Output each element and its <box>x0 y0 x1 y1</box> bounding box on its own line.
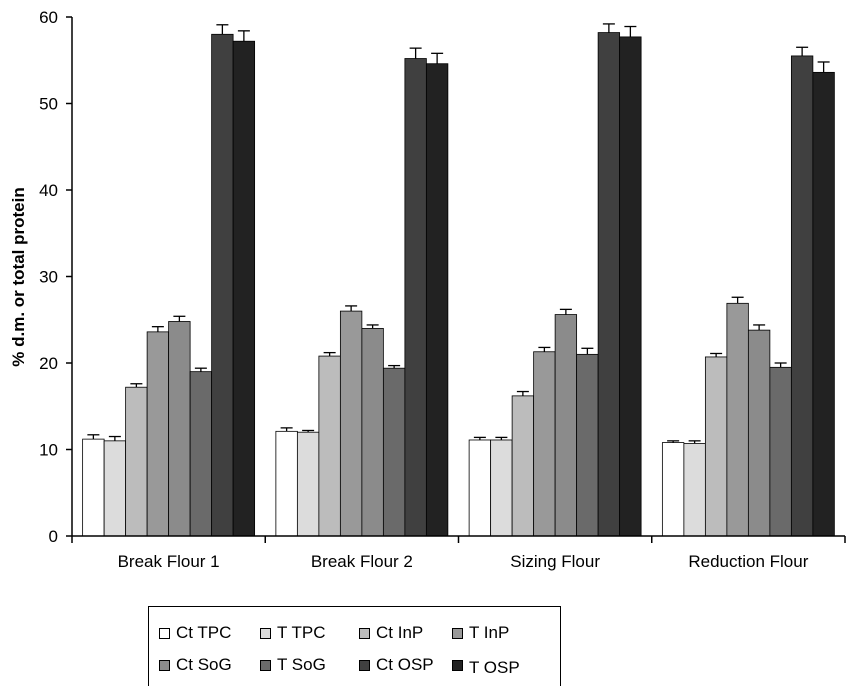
legend-swatch <box>260 627 271 639</box>
legend-item: Ct TPC <box>159 623 231 643</box>
legend-label: Ct TPC <box>176 623 232 642</box>
legend-item: T TPC <box>260 623 326 643</box>
bar <box>361 327 384 537</box>
x-tick-label: Sizing Flour <box>510 552 600 571</box>
bar <box>812 71 835 537</box>
legend-item: Ct OSP <box>359 655 434 675</box>
bar <box>511 395 535 537</box>
legend: Ct TPC T TPC Ct InP T InP Ct SoG T SoG Ct OSP T… <box>148 606 561 686</box>
bar <box>597 32 621 537</box>
bar <box>404 58 427 537</box>
bar <box>103 440 127 537</box>
bar <box>82 438 105 537</box>
legend-item: T InP <box>452 623 509 643</box>
legend-item: T OSP <box>452 655 520 677</box>
bar <box>747 329 771 537</box>
legend-label: Ct InP <box>376 623 424 642</box>
bar <box>382 367 406 537</box>
bar <box>425 63 449 537</box>
y-tick-label: 20 <box>39 354 58 373</box>
bar <box>339 310 363 537</box>
bar <box>189 371 213 537</box>
bar <box>490 439 513 537</box>
x-tick-label: Break Flour 1 <box>118 552 220 571</box>
x-tick-label: Reduction Flour <box>688 552 808 571</box>
legend-swatch <box>359 659 370 671</box>
legend-swatch <box>452 659 463 671</box>
legend-item: Ct SoG <box>159 655 232 675</box>
bar <box>275 430 298 537</box>
legend-label: Ct OSP <box>376 655 434 674</box>
legend-label: T OSP <box>469 658 520 677</box>
bar <box>726 302 749 537</box>
error-bars-group <box>87 23 830 444</box>
legend-label: T SoG <box>277 655 326 674</box>
bar <box>146 331 170 537</box>
legend-swatch <box>260 659 271 671</box>
bar <box>296 431 320 537</box>
bar <box>168 321 191 537</box>
y-ticks-group: 0 10 20 30 40 50 60 <box>39 8 72 546</box>
y-tick-label: 60 <box>39 8 58 27</box>
bar <box>683 443 706 537</box>
bar <box>125 386 148 537</box>
x-tick-label: Break Flour 2 <box>311 552 413 571</box>
bar <box>790 55 814 537</box>
legend-item: T SoG <box>260 655 326 675</box>
bar <box>661 442 685 537</box>
legend-label: T TPC <box>277 623 326 642</box>
bar <box>533 351 556 537</box>
y-tick-label: 50 <box>39 95 58 114</box>
legend-swatch <box>452 627 463 639</box>
y-tick-label: 10 <box>39 441 58 460</box>
bar <box>704 356 728 537</box>
y-tick-label: 40 <box>39 181 58 200</box>
x-ticks-group: Break Flour 1 Break Flour 2 Sizing Flour Re… <box>71 536 846 571</box>
legend-label: Ct SoG <box>176 655 232 674</box>
legend-swatch <box>159 659 170 671</box>
bar <box>769 366 792 537</box>
legend-swatch <box>159 627 170 639</box>
bar <box>318 355 341 537</box>
bar <box>468 439 492 537</box>
bar <box>619 36 642 537</box>
bar <box>232 40 256 537</box>
bar <box>554 314 578 537</box>
y-axis-label: % d.m. or total protein <box>9 187 28 366</box>
legend-label: T InP <box>469 623 510 642</box>
y-tick-label: 0 <box>49 527 58 546</box>
bar-chart: 0 10 20 30 40 50 60 Break Flour 1 Break Flour 2… <box>9 8 846 571</box>
y-tick-label: 30 <box>39 268 58 287</box>
bar <box>211 33 234 537</box>
bar <box>576 353 599 537</box>
bars-group <box>82 32 835 537</box>
legend-swatch <box>359 627 370 639</box>
legend-item: Ct InP <box>359 623 423 643</box>
